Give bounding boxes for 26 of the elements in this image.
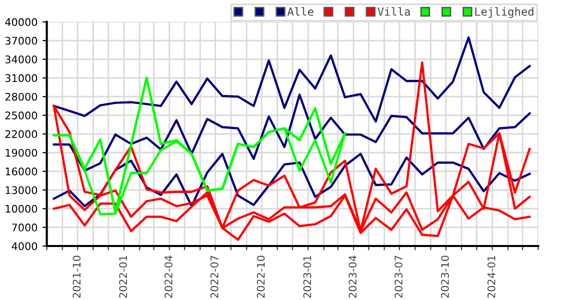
x-tick-label: 2022-10: [256, 256, 265, 298]
y-tick-label: 31000: [5, 74, 38, 82]
y-tick-label: 25000: [5, 112, 38, 120]
y-tick-label: 13000: [6, 186, 38, 194]
x-tick-label: 2023-01: [303, 256, 312, 298]
y-tick-label: 19000: [6, 148, 38, 157]
x-tick-label: 2022-01: [119, 256, 128, 298]
y-tick-label: 37000: [5, 36, 38, 45]
legend-label: Villa: [378, 7, 410, 16]
y-tick-label: 40000: [5, 18, 38, 26]
y-tick-label: 16000: [6, 168, 38, 176]
y-tick-label: 4000: [12, 242, 38, 250]
y-tick-label: 7000: [12, 224, 38, 232]
x-tick-label: 2023-10: [441, 256, 449, 298]
x-tick-label: 2022-04: [164, 256, 172, 298]
y-tick-label: 22000: [5, 130, 38, 138]
x-tick-label: 2021-10: [72, 256, 81, 298]
x-tick-label: 2022-07: [210, 256, 218, 298]
y-tick-label: 28000: [5, 92, 38, 101]
y-tick-label: 34000: [5, 55, 38, 64]
legend-label: Lejlighed: [475, 7, 534, 18]
x-tick-label: 2024-01: [487, 256, 496, 298]
x-tick-label: 2023-04: [348, 256, 357, 298]
legend-label: Alle: [287, 7, 314, 16]
y-tick-label: 10000: [6, 204, 38, 213]
x-tick-label: 2023-07: [394, 256, 402, 298]
